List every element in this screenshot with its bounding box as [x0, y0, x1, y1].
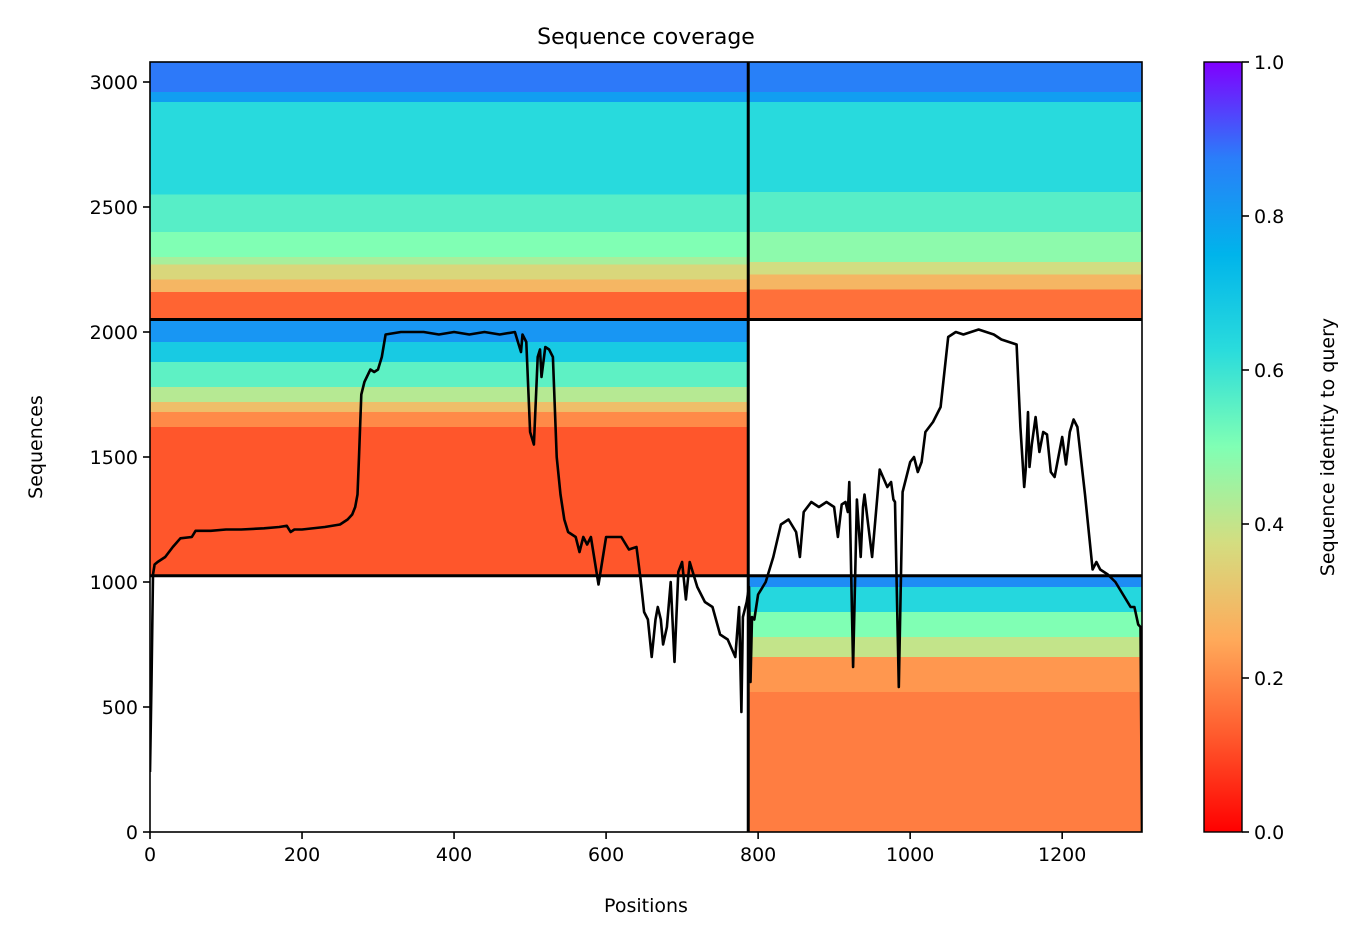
chain-B-rows-upper: [748, 62, 1142, 320]
identity-band: [150, 232, 749, 257]
identity-band: [150, 62, 749, 92]
identity-band: [150, 102, 749, 195]
identity-band: [748, 289, 1142, 320]
identity-band: [150, 427, 749, 576]
identity-band: [748, 692, 1142, 832]
identity-band: [748, 575, 1142, 587]
identity-band: [748, 232, 1142, 262]
coverage-line: [150, 328, 1142, 832]
y-axis-label: Sequences: [25, 395, 47, 499]
chain-A-only: [150, 319, 749, 576]
identity-band: [748, 92, 1142, 102]
identity-band: [748, 612, 1142, 637]
identity-band: [150, 194, 749, 232]
y-tick-label: 3000: [90, 72, 138, 94]
colorbar-tick-label: 1.0: [1254, 52, 1284, 74]
identity-band: [150, 257, 749, 265]
y-tick-label: 1500: [90, 447, 138, 469]
colorbar-gradient: [1203, 61, 1243, 833]
chain-boundary-lines: [150, 62, 1142, 832]
identity-band: [748, 637, 1142, 657]
x-tick-label: 200: [284, 844, 320, 866]
identity-band: [150, 362, 749, 387]
x-tick-label: 1000: [886, 844, 934, 866]
identity-band: [748, 262, 1142, 275]
identity-band: [748, 274, 1142, 290]
identity-band: [748, 62, 1142, 92]
chain-B-only: [748, 575, 1142, 832]
x-tick-label: 600: [588, 844, 624, 866]
colorbar: 0.0 0.2 0.4 0.6 0.8 1.0: [1203, 52, 1284, 844]
identity-band: [748, 102, 1142, 192]
colorbar-tick-label: 0.6: [1254, 360, 1284, 382]
coverage-line-layer: [150, 328, 1142, 832]
identity-band: [150, 402, 749, 412]
x-axis-label: Positions: [604, 895, 688, 917]
plot-frame: [149, 61, 1143, 833]
x-tick-label: 0: [144, 844, 156, 866]
identity-band: [150, 292, 749, 320]
identity-band: [150, 279, 749, 292]
x-tick-label: 1200: [1038, 844, 1086, 866]
colorbar-label: Sequence identity to query: [1317, 318, 1339, 576]
chain-A-rows: [150, 62, 749, 320]
axes: 0 200 400 600 800 1000 1200 0 500 1000 1500 2000 250…: [90, 61, 1143, 866]
x-tick-label: 400: [436, 844, 472, 866]
identity-band: [150, 319, 749, 342]
identity-band: [150, 264, 749, 280]
colorbar-tick-label: 0.0: [1254, 822, 1284, 844]
identity-band: [150, 387, 749, 402]
identity-band: [748, 192, 1142, 232]
identity-band: [150, 92, 749, 102]
identity-band: [748, 657, 1142, 692]
identity-band: [150, 412, 749, 427]
x-tick-label: 800: [740, 844, 776, 866]
identity-band: [748, 587, 1142, 612]
y-tick-label: 2000: [90, 322, 138, 344]
y-tick-label: 1000: [90, 572, 138, 594]
y-tick-label: 2500: [90, 197, 138, 219]
msa-identity-blocks: [150, 62, 1142, 832]
colorbar-tick-label: 0.2: [1254, 668, 1284, 690]
colorbar-tick-label: 0.8: [1254, 206, 1284, 228]
identity-band: [150, 342, 749, 362]
y-tick-label: 500: [102, 697, 138, 719]
colorbar-tick-label: 0.4: [1254, 514, 1284, 536]
chart-title: Sequence coverage: [537, 25, 755, 50]
y-tick-label: 0: [126, 822, 138, 844]
